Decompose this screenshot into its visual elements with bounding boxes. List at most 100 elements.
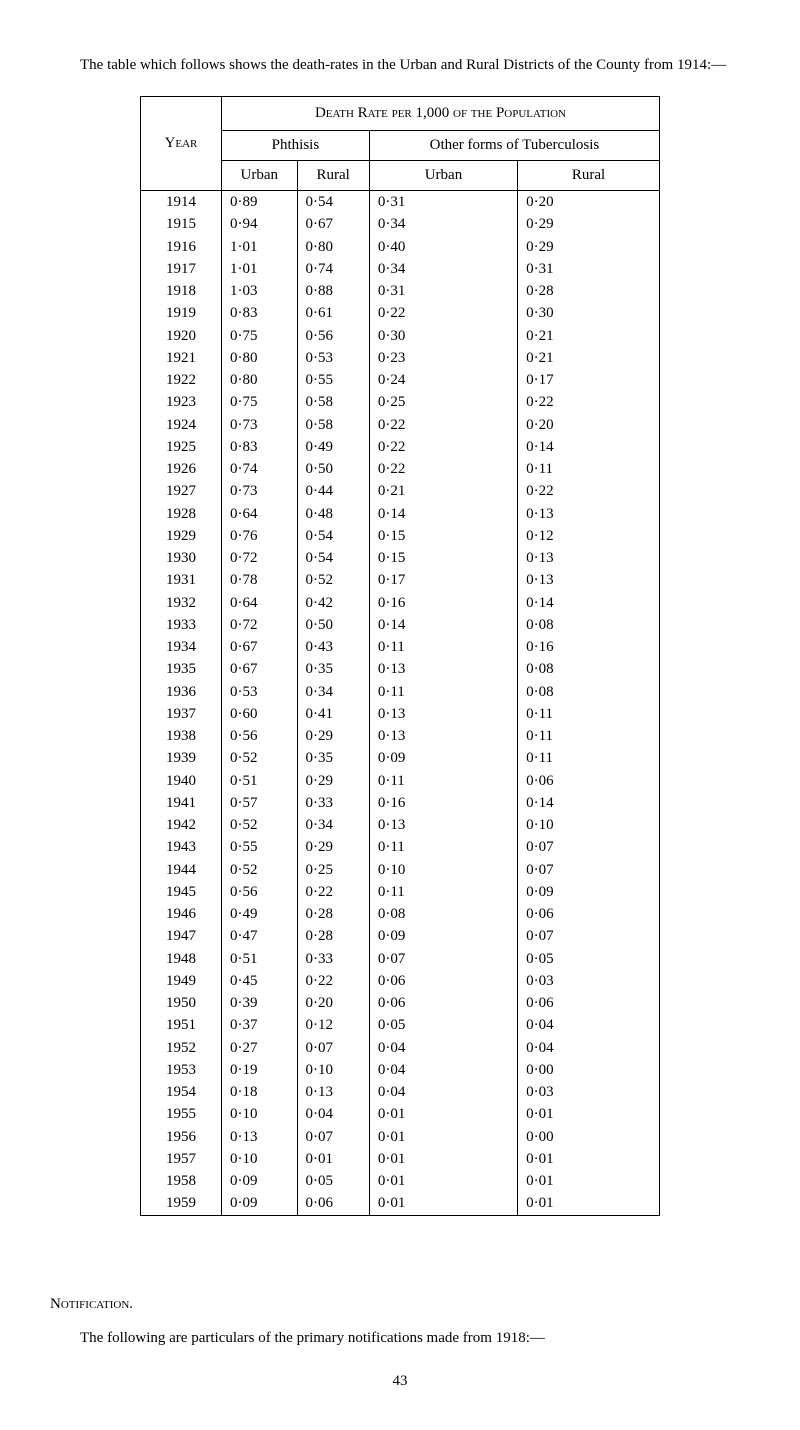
phthisis-rural-cell: 0·04 (297, 1103, 369, 1125)
phthisis-urban-cell: 0·73 (221, 480, 297, 502)
phthisis-urban-cell: 0·83 (221, 302, 297, 324)
table-row: 19161·010·800·400·29 (141, 236, 660, 258)
other-rural-cell: 0·06 (518, 770, 660, 792)
other-urban-cell: 0·30 (369, 325, 517, 347)
other-urban-cell: 0·11 (369, 836, 517, 858)
phthisis-urban-cell: 0·94 (221, 213, 297, 235)
phthisis-rural-cell: 0·54 (297, 547, 369, 569)
other-urban-cell: 0·01 (369, 1126, 517, 1148)
phthisis-urban-cell: 0·89 (221, 191, 297, 214)
year-cell: 1950 (141, 992, 222, 1014)
other-rural-cell: 0·10 (518, 814, 660, 836)
table-row: 19210·800·530·230·21 (141, 347, 660, 369)
other-rural-cell: 0·07 (518, 836, 660, 858)
other-rural-cell: 0·11 (518, 458, 660, 480)
phthisis-rural-cell: 0·43 (297, 636, 369, 658)
year-cell: 1936 (141, 681, 222, 703)
phthisis-urban-cell: 0·52 (221, 747, 297, 769)
phthisis-urban-cell: 0·39 (221, 992, 297, 1014)
phthisis-urban-cell: 0·78 (221, 569, 297, 591)
other-rural-cell: 0·00 (518, 1059, 660, 1081)
other-urban-cell: 0·01 (369, 1170, 517, 1192)
other-urban-cell: 0·13 (369, 814, 517, 836)
other-urban-cell: 0·04 (369, 1059, 517, 1081)
year-cell: 1933 (141, 614, 222, 636)
other-rural-cell: 0·16 (518, 636, 660, 658)
table-row: 19280·640·480·140·13 (141, 503, 660, 525)
other-rural-cell: 0·21 (518, 347, 660, 369)
phthisis-rural-cell: 0·05 (297, 1170, 369, 1192)
phthisis-rural-cell: 0·52 (297, 569, 369, 591)
phthisis-urban-cell: 0·13 (221, 1126, 297, 1148)
header-phthisis-rural: Rural (297, 161, 369, 191)
year-cell: 1938 (141, 725, 222, 747)
year-cell: 1921 (141, 347, 222, 369)
table-row: 19510·370·120·050·04 (141, 1014, 660, 1036)
table-row: 19430·550·290·110·07 (141, 836, 660, 858)
other-rural-cell: 0·00 (518, 1126, 660, 1148)
phthisis-rural-cell: 0·67 (297, 213, 369, 235)
year-cell: 1925 (141, 436, 222, 458)
table-row: 19480·510·330·070·05 (141, 948, 660, 970)
year-cell: 1958 (141, 1170, 222, 1192)
phthisis-urban-cell: 0·37 (221, 1014, 297, 1036)
table-row: 19310·780·520·170·13 (141, 569, 660, 591)
year-cell: 1942 (141, 814, 222, 836)
year-cell: 1955 (141, 1103, 222, 1125)
phthisis-urban-cell: 0·52 (221, 814, 297, 836)
phthisis-urban-cell: 0·74 (221, 458, 297, 480)
table-row: 19250·830·490·220·14 (141, 436, 660, 458)
other-urban-cell: 0·17 (369, 569, 517, 591)
year-cell: 1949 (141, 970, 222, 992)
year-cell: 1951 (141, 1014, 222, 1036)
other-urban-cell: 0·06 (369, 970, 517, 992)
phthisis-rural-cell: 0·13 (297, 1081, 369, 1103)
year-cell: 1930 (141, 547, 222, 569)
year-cell: 1952 (141, 1037, 222, 1059)
other-rural-cell: 0·22 (518, 391, 660, 413)
table-row: 19150·940·670·340·29 (141, 213, 660, 235)
other-rural-cell: 0·29 (518, 213, 660, 235)
other-rural-cell: 0·21 (518, 325, 660, 347)
table-row: 19360·530·340·110·08 (141, 681, 660, 703)
phthisis-urban-cell: 0·72 (221, 614, 297, 636)
year-cell: 1934 (141, 636, 222, 658)
phthisis-rural-cell: 0·22 (297, 970, 369, 992)
table-row: 19190·830·610·220·30 (141, 302, 660, 324)
phthisis-rural-cell: 0·29 (297, 770, 369, 792)
table-row: 19220·800·550·240·17 (141, 369, 660, 391)
year-cell: 1926 (141, 458, 222, 480)
other-rural-cell: 0·05 (518, 948, 660, 970)
phthisis-rural-cell: 0·53 (297, 347, 369, 369)
other-urban-cell: 0·16 (369, 792, 517, 814)
other-rural-cell: 0·12 (518, 525, 660, 547)
year-cell: 1935 (141, 658, 222, 680)
year-cell: 1940 (141, 770, 222, 792)
table-row: 19410·570·330·160·14 (141, 792, 660, 814)
other-urban-cell: 0·11 (369, 636, 517, 658)
phthisis-urban-cell: 1·01 (221, 258, 297, 280)
other-rural-cell: 0·07 (518, 859, 660, 881)
phthisis-rural-cell: 0·58 (297, 391, 369, 413)
other-rural-cell: 0·20 (518, 414, 660, 436)
other-urban-cell: 0·01 (369, 1103, 517, 1125)
death-rate-table: Year Death Rate per 1,000 of the Populat… (140, 96, 660, 1216)
table-row: 19330·720·500·140·08 (141, 614, 660, 636)
other-urban-cell: 0·11 (369, 770, 517, 792)
phthisis-urban-cell: 0·67 (221, 658, 297, 680)
phthisis-rural-cell: 0·61 (297, 302, 369, 324)
other-urban-cell: 0·13 (369, 725, 517, 747)
year-cell: 1946 (141, 903, 222, 925)
table-row: 19490·450·220·060·03 (141, 970, 660, 992)
other-urban-cell: 0·40 (369, 236, 517, 258)
phthisis-rural-cell: 0·34 (297, 814, 369, 836)
other-rural-cell: 0·01 (518, 1192, 660, 1215)
phthisis-urban-cell: 0·09 (221, 1170, 297, 1192)
table-row: 19450·560·220·110·09 (141, 881, 660, 903)
year-cell: 1916 (141, 236, 222, 258)
table-row: 19590·090·060·010·01 (141, 1192, 660, 1215)
table-row: 19470·470·280·090·07 (141, 925, 660, 947)
other-urban-cell: 0·11 (369, 681, 517, 703)
year-cell: 1917 (141, 258, 222, 280)
year-cell: 1947 (141, 925, 222, 947)
